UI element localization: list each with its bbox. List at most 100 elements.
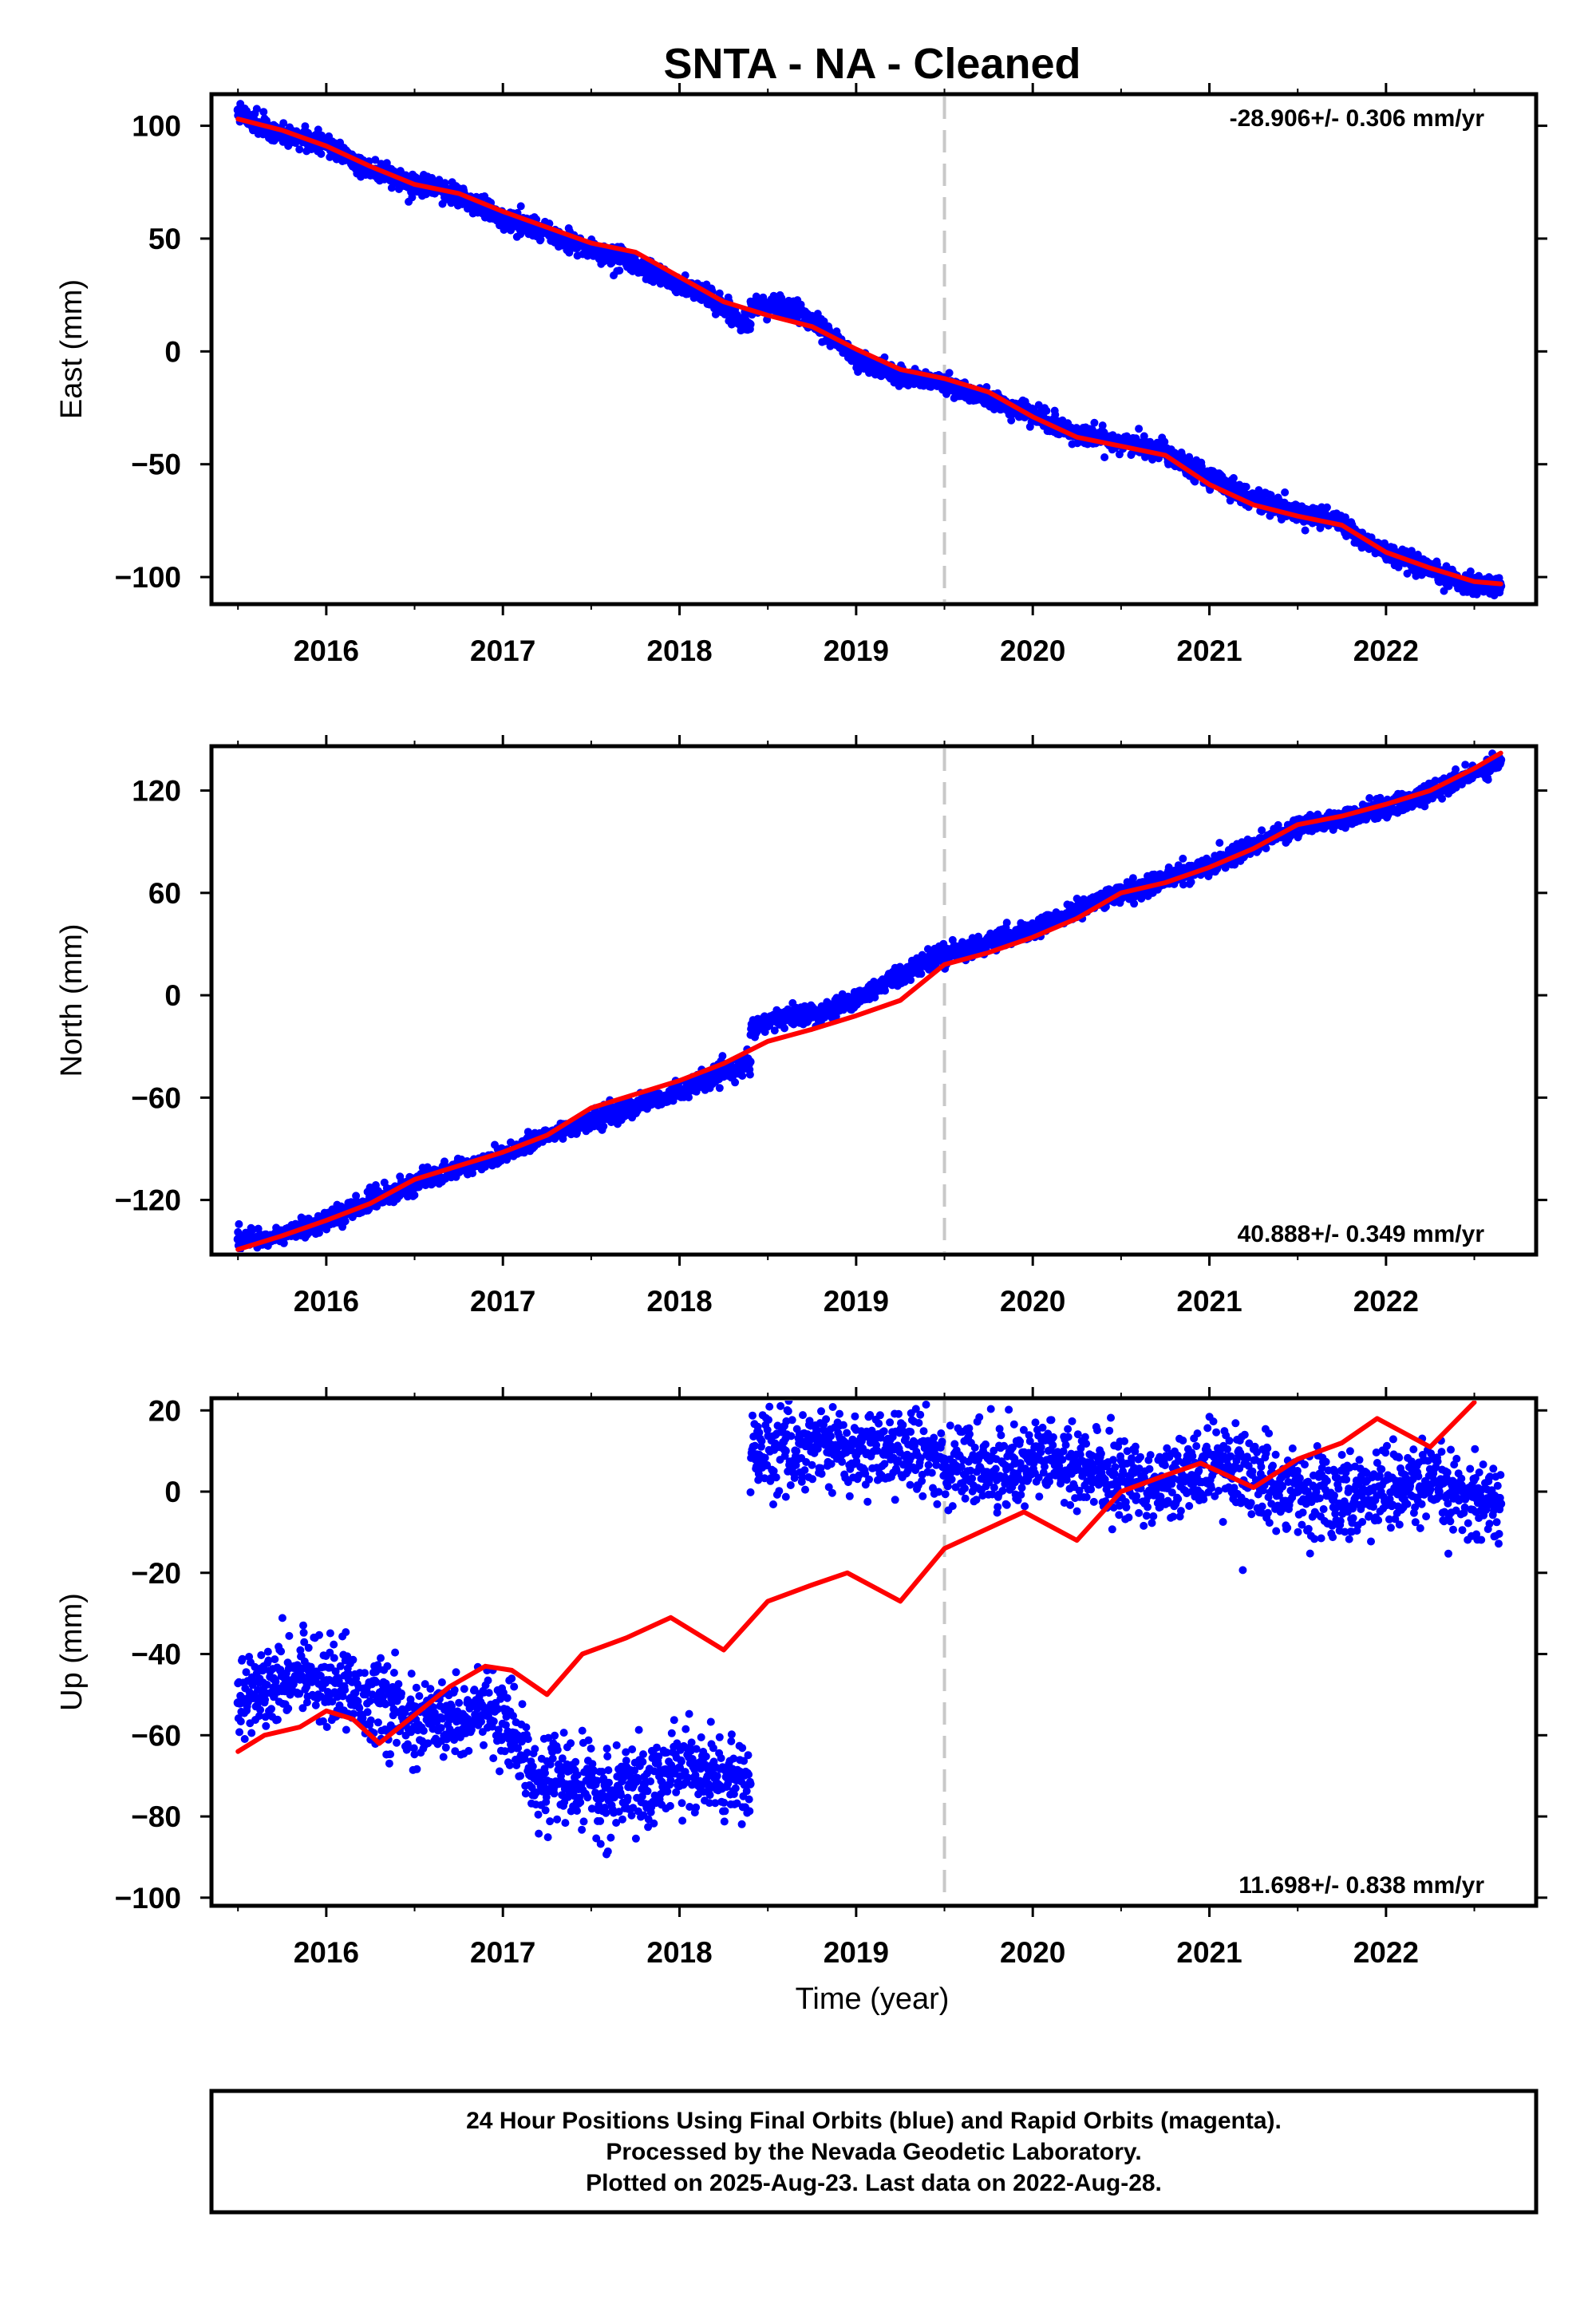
- data-point-up: [1045, 1454, 1055, 1464]
- chart-title: SNTA - NA - Cleaned: [663, 40, 1080, 88]
- data-point-up: [233, 1698, 243, 1708]
- data-point-up: [710, 1771, 720, 1780]
- data-point-cloud-east: [234, 100, 1505, 600]
- data-point-north: [895, 970, 905, 979]
- caption-frame: [209, 2089, 1539, 2215]
- y-tick-label-east: 0: [164, 335, 181, 368]
- data-point-up: [480, 1706, 490, 1716]
- data-point-north: [816, 1007, 826, 1017]
- panel-east: 2016 2017 2018 2019 2020 2021 2022 100 50 0 −50 −10…: [55, 83, 1547, 667]
- x-tick-label-up: 2017: [470, 1936, 535, 1969]
- data-point-up: [304, 1666, 314, 1675]
- data-point-east: [851, 356, 861, 366]
- x-tick-label-up: 2016: [294, 1936, 359, 1969]
- plot-frame-north: [209, 744, 1539, 1257]
- data-point-north: [587, 1117, 596, 1126]
- data-point-up: [374, 1698, 384, 1708]
- x-tick-label-north: 2022: [1353, 1285, 1419, 1318]
- data-point-up: [940, 1454, 950, 1464]
- data-point-east: [622, 256, 631, 266]
- y-tick-label-up: 0: [164, 1476, 181, 1508]
- y-tick-label-north: 120: [132, 775, 181, 808]
- data-point-up: [975, 1462, 985, 1472]
- x-tick-label-north: 2021: [1176, 1285, 1242, 1318]
- data-point-up: [1496, 1499, 1506, 1508]
- plot-area-up: [233, 1401, 1506, 1859]
- x-tick-label-east: 2017: [470, 634, 535, 667]
- y-tick-label-north: 0: [164, 979, 181, 1012]
- data-point-up: [1399, 1479, 1408, 1488]
- y-tick-label-north: 60: [148, 877, 181, 910]
- y-tick-label-east: 100: [132, 110, 181, 143]
- data-point-up: [268, 1674, 278, 1683]
- data-point-up: [1364, 1487, 1373, 1496]
- data-point-up: [639, 1779, 649, 1788]
- data-point-east: [728, 308, 737, 318]
- x-tick-label-up: 2019: [824, 1936, 889, 1969]
- data-point-north: [1073, 905, 1082, 915]
- data-point-east: [745, 319, 755, 329]
- data-point-up: [675, 1763, 685, 1773]
- data-point-up: [533, 1771, 543, 1780]
- data-point-up: [1470, 1491, 1479, 1500]
- data-point-east: [233, 105, 243, 115]
- data-point-up: [745, 1779, 755, 1788]
- x-tick-label-up: 2018: [646, 1936, 712, 1969]
- data-point-north: [780, 1011, 790, 1021]
- x-tick-label-east: 2019: [824, 634, 889, 667]
- panel-up: 2016 2017 2018 2019 2020 2021 2022 20 0 −20 −40 −60…: [55, 1387, 1547, 1969]
- data-point-east: [984, 397, 994, 406]
- data-point-up: [410, 1722, 420, 1732]
- x-tick-label-east: 2020: [1000, 634, 1065, 667]
- caption-line-2: Processed by the Nevada Geodetic Laborat…: [606, 2139, 1141, 2165]
- data-point-up: [569, 1779, 579, 1788]
- data-point-up: [1081, 1467, 1091, 1476]
- model-curve-up: [235, 1401, 1477, 1754]
- data-point-up: [604, 1796, 614, 1805]
- data-point-cloud-up: [234, 1401, 1505, 1859]
- x-tick-label-north: 2019: [824, 1285, 889, 1318]
- data-point-up: [1223, 1462, 1232, 1472]
- data-point-up: [1187, 1471, 1196, 1480]
- y-tick-label-up: −20: [131, 1557, 181, 1590]
- data-point-up: [1293, 1487, 1302, 1496]
- data-point-east: [780, 302, 790, 311]
- x-axis-title: Time (year): [796, 1982, 950, 2016]
- data-point-up: [445, 1714, 455, 1724]
- y-tick-label-north: −60: [131, 1081, 181, 1114]
- data-point-north: [745, 1057, 755, 1066]
- data-point-east: [657, 272, 666, 282]
- caption-line-1: 24 Hour Positions Using Final Orbits (bl…: [466, 2108, 1282, 2134]
- data-point-east: [816, 319, 826, 329]
- y-tick-label-up: −100: [115, 1882, 181, 1915]
- x-tick-label-up: 2020: [1000, 1936, 1065, 1969]
- data-point-north: [1028, 926, 1037, 935]
- plot-frame-east: [209, 92, 1539, 607]
- x-tick-label-north: 2016: [294, 1285, 359, 1318]
- data-point-up: [1116, 1475, 1126, 1484]
- y-axis-title-east: East (mm): [55, 279, 89, 419]
- data-point-up: [1010, 1458, 1020, 1468]
- model-curve-east: [235, 117, 1503, 587]
- y-tick-label-east: 50: [148, 223, 181, 255]
- data-point-east: [498, 214, 508, 223]
- y-tick-label-north: −120: [115, 1184, 181, 1217]
- data-point-up: [851, 1450, 861, 1460]
- data-point-north: [984, 939, 994, 949]
- data-point-north: [728, 1065, 737, 1075]
- data-point-north: [233, 1235, 243, 1244]
- data-point-north: [657, 1093, 666, 1102]
- x-tick-label-east: 2022: [1353, 634, 1419, 667]
- rate-label-east: -28.906+/- 0.306 mm/yr: [1230, 105, 1485, 132]
- x-tick-label-up: 2021: [1176, 1936, 1242, 1969]
- data-point-east: [1249, 493, 1258, 503]
- plot-area-north: [233, 749, 1506, 1252]
- x-tick-label-east: 2021: [1176, 634, 1242, 667]
- rate-label-north: 40.888+/- 0.349 mm/yr: [1238, 1221, 1485, 1247]
- panels: 2016 2017 2018 2019 2020 2021 2022 100 50 0 −50 −10…: [55, 83, 1547, 1969]
- y-tick-label-up: −40: [131, 1638, 181, 1671]
- y-tick-label-east: −100: [115, 561, 181, 594]
- data-point-east: [1205, 473, 1215, 483]
